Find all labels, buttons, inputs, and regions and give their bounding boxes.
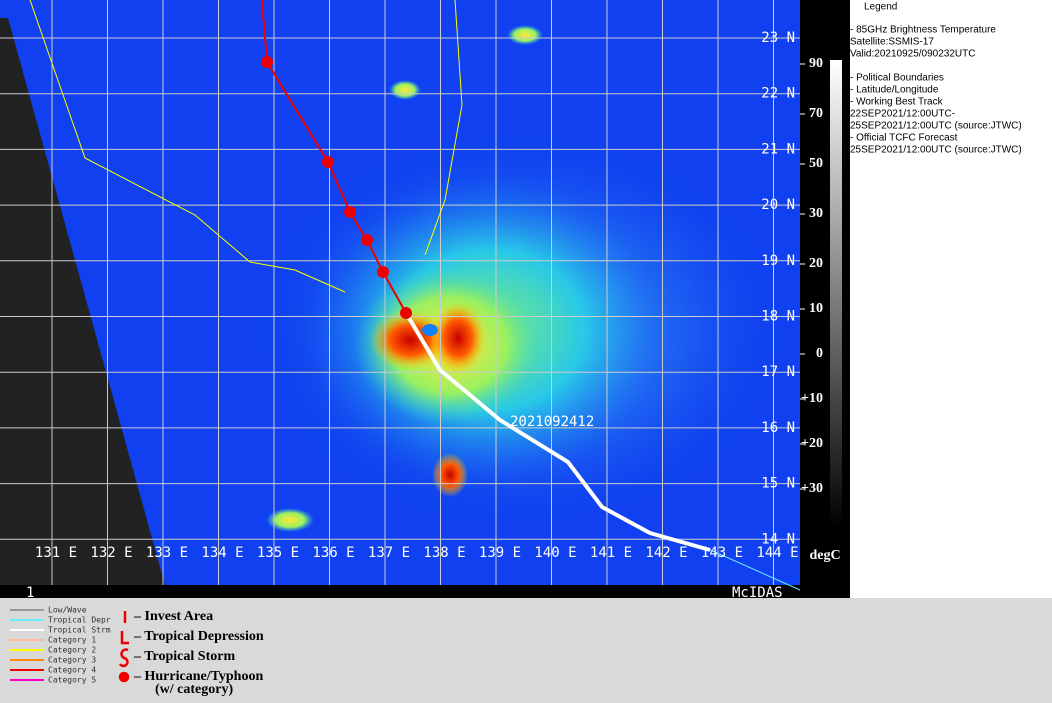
lon-label: 143 E: [701, 545, 743, 561]
legend-line: - 85GHz Brightness Temperature: [850, 25, 996, 36]
colorbar-label: 30: [809, 206, 823, 221]
symbol-note: (w/ category): [155, 682, 233, 697]
boundary: [29, 0, 346, 293]
lon-label: 131 E: [35, 545, 77, 561]
track-label: Category 1: [48, 636, 96, 645]
lat-label: 20 N: [761, 197, 795, 213]
lat-label: 19 N: [761, 253, 795, 269]
legend-line: Valid:20210925/090232UTC: [850, 49, 975, 60]
legend-line: 25SEP2021/12:00UTC (source:JTWC): [850, 145, 1022, 156]
lat-label: 23 N: [761, 30, 795, 46]
key-panel: [0, 598, 1052, 699]
lon-label: 140 E: [534, 545, 576, 561]
lat-label: 22 N: [761, 86, 795, 102]
track-label: Low/Wave: [48, 606, 87, 615]
lon-label: 138 E: [423, 545, 465, 561]
lat-label: 18 N: [761, 309, 795, 325]
colorbar-label: 20: [809, 256, 823, 271]
forecast-track: [404, 311, 711, 552]
lon-label: 139 E: [479, 545, 521, 561]
lon-label: 144 E: [756, 545, 798, 561]
symbol-label: – Tropical Storm: [133, 649, 235, 664]
lat-label: 14 N: [761, 531, 795, 547]
track-label: Category 2: [48, 646, 96, 655]
track-label: Category 3: [48, 656, 96, 665]
colorbar: [830, 60, 842, 528]
legend-line: 22SEP2021/12:00UTC-: [850, 109, 955, 120]
legend-line: - Political Boundaries: [850, 73, 944, 84]
lat-label: 17 N: [761, 364, 795, 380]
lon-label: 134 E: [201, 545, 243, 561]
symbol-label: – Hurricane/Typhoon: [133, 669, 263, 684]
track-label: Tropical Strm: [48, 626, 111, 635]
track-symbols: [261, 56, 412, 319]
track-label: Category 4: [48, 666, 96, 675]
colorbar-label: +20: [801, 436, 823, 451]
colorbar-label: +10: [801, 391, 823, 406]
lat-label: 21 N: [761, 141, 795, 157]
lon-label: 135 E: [257, 545, 299, 561]
lon-label: 132 E: [90, 545, 132, 561]
lat-lon-grid: [0, 0, 800, 585]
legend-line: Satellite:SSMIS-17: [850, 37, 934, 48]
lon-label: 137 E: [368, 545, 410, 561]
lon-label: 136 E: [312, 545, 354, 561]
status-strip: [0, 585, 800, 598]
lon-label: 142 E: [645, 545, 687, 561]
track-label: Category 5: [48, 676, 96, 685]
lon-label: 133 E: [146, 545, 188, 561]
legend-title: Legend: [864, 2, 897, 13]
lon-label: 141 E: [590, 545, 632, 561]
no-data-area: [0, 18, 165, 585]
track-label: Tropical Depr: [48, 616, 111, 625]
software-label: McIDAS: [732, 585, 783, 601]
symbol-label: – Tropical Depression: [133, 629, 264, 644]
lat-label: 15 N: [761, 476, 795, 492]
colorbar-label: +30: [801, 481, 823, 496]
time-label: 2021092412: [510, 414, 594, 430]
symbol-label: – Invest Area: [133, 609, 213, 624]
symbol-icons: [118, 611, 130, 683]
boundary: [424, 0, 463, 256]
colorbar-label: 70: [809, 106, 823, 121]
colorbar-panel: [800, 0, 850, 598]
colorbar-label: 90: [809, 56, 823, 71]
colorbar-label: 10: [809, 301, 823, 316]
frame-number: 1: [26, 585, 34, 601]
legend-line: 25SEP2021/12:00UTC (source:JTWC): [850, 121, 1022, 132]
colorbar-label: 0: [816, 346, 823, 361]
colorbar-unit: degC: [809, 548, 840, 563]
legend-line: - Official TCFC Forecast: [850, 133, 958, 144]
lat-label: 16 N: [761, 420, 795, 436]
legend-panel: [850, 0, 1052, 598]
colorbar-label: 50: [809, 156, 823, 171]
legend-line: - Working Best Track: [850, 97, 944, 108]
low-track: [705, 547, 801, 591]
legend-line: - Latitude/Longitude: [850, 85, 939, 96]
